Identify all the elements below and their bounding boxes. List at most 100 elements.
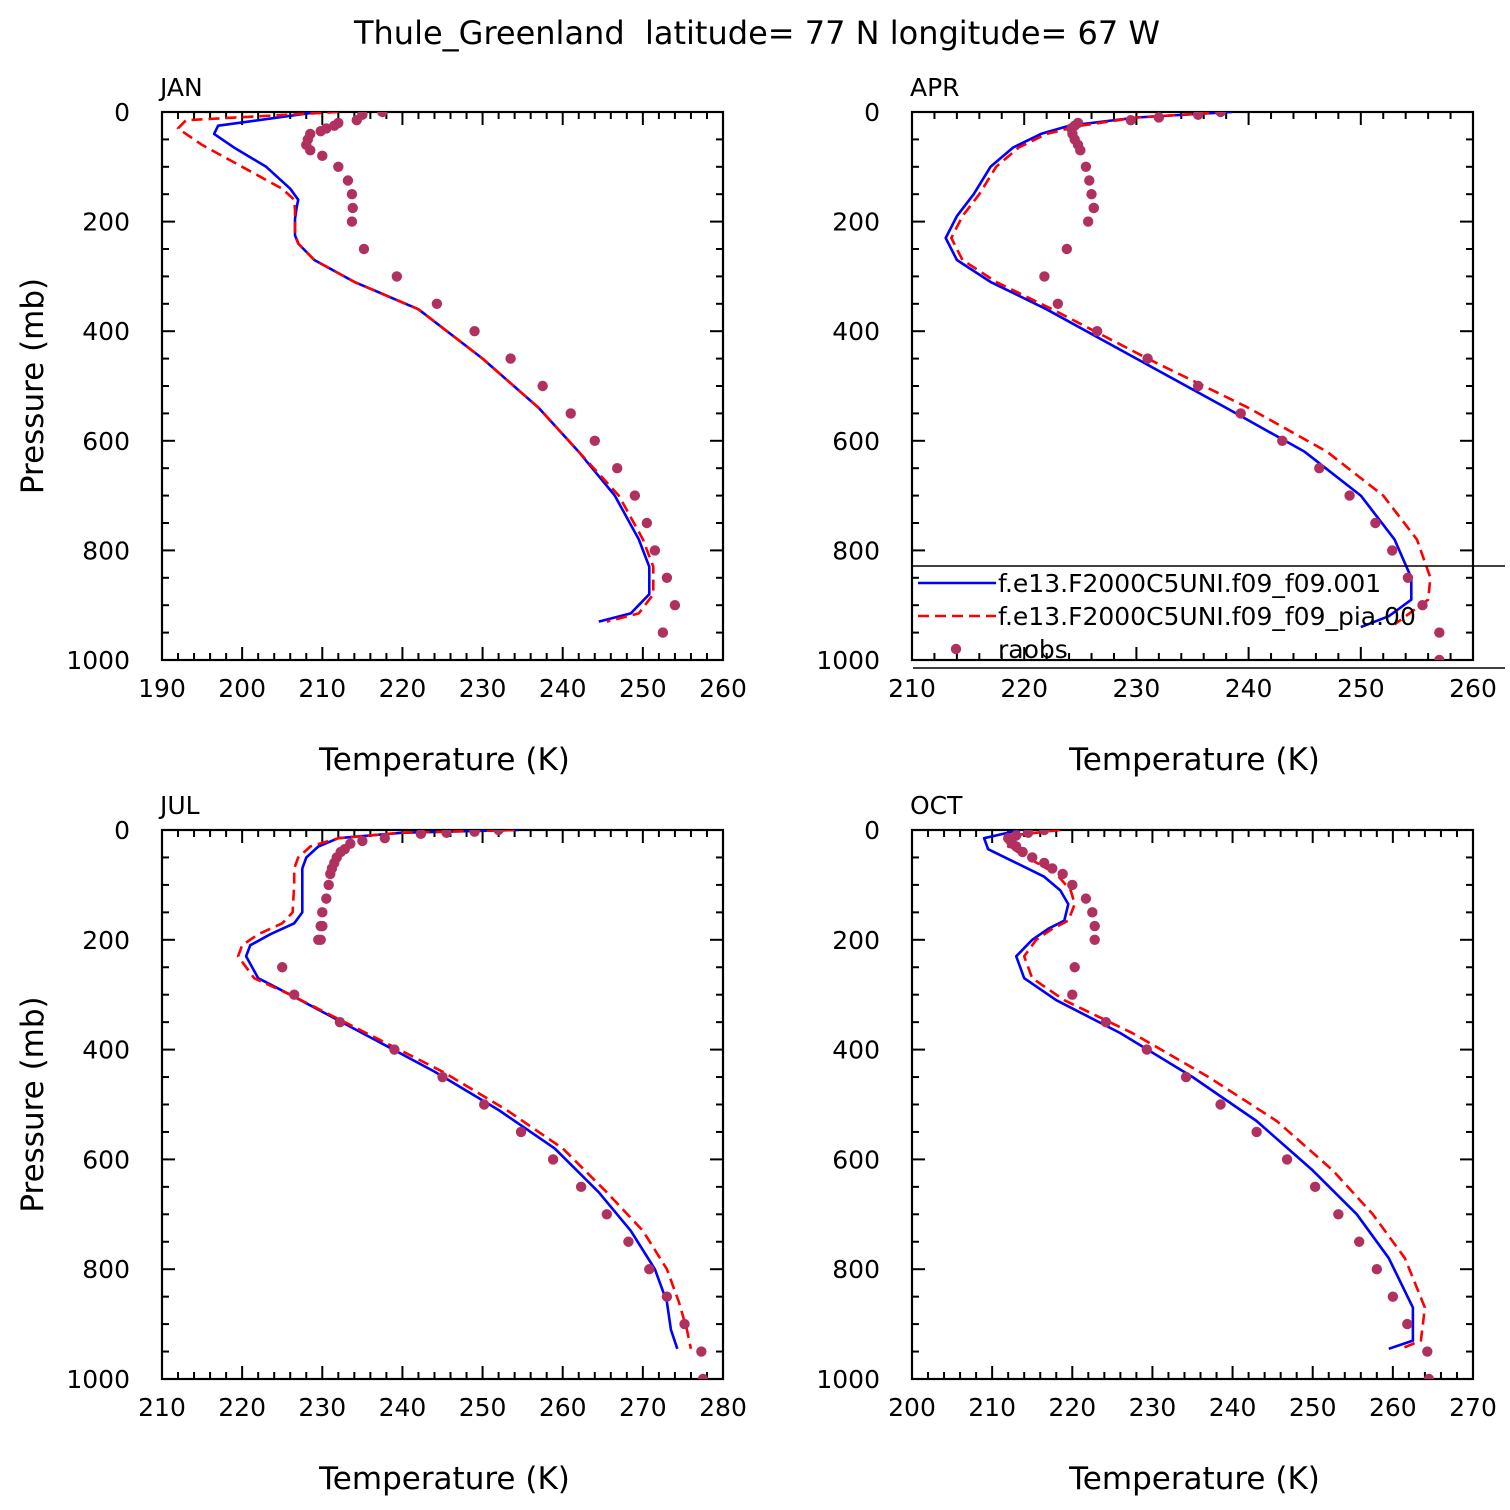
raobs-point [441, 830, 452, 838]
legend-label: f.e13.F2000C5UNI.f09_f09_pia.00 [998, 602, 1416, 631]
y-tick-label: 1000 [66, 646, 130, 675]
y-tick-label: 400 [82, 317, 130, 346]
raobs-point [333, 161, 344, 172]
y-tick-label: 1000 [816, 646, 880, 675]
raobs-point [389, 1044, 400, 1055]
plot-frame [160, 828, 725, 1381]
raobs-point [1180, 1071, 1192, 1083]
x-tick-label: 260 [1369, 1393, 1417, 1422]
raobs-point [1370, 517, 1381, 529]
legend-label: raobs [998, 635, 1068, 664]
raobs-point [1277, 435, 1288, 446]
plot-frame [160, 110, 725, 662]
raobs-point [629, 490, 641, 501]
panel-oct: 200 210 220 230 240 250 260 270 0 200 400 600 800 100… [816, 791, 1496, 1497]
raobs-point [1125, 115, 1136, 126]
x-tick-label: 260 [539, 1393, 587, 1422]
raobs-point [329, 120, 340, 131]
raobs-point [1309, 1181, 1321, 1193]
x-tick-label: 240 [1225, 674, 1273, 703]
raobs-point [277, 962, 288, 973]
raobs-point [377, 112, 388, 118]
raobs-point [1084, 175, 1095, 186]
raobs-point [1434, 627, 1445, 638]
x-tick-label: 250 [459, 1393, 507, 1422]
raobs-point [1235, 408, 1246, 419]
raobs-point [357, 835, 368, 847]
x-axis-label: Temperature (K) [1068, 742, 1320, 778]
x-tick-label: 240 [1209, 1393, 1257, 1422]
y-tick-label: 800 [82, 536, 130, 565]
x-tick-label: 230 [459, 674, 507, 703]
raobs-point [1067, 989, 1078, 1000]
pia-series-line [949, 112, 1432, 626]
raobs-point [317, 907, 328, 918]
x-tick-label: 260 [699, 674, 747, 703]
raobs-point [537, 380, 548, 392]
x-tick-label: 240 [539, 674, 587, 703]
raobs-point [1141, 1044, 1153, 1055]
series-group [176, 112, 681, 638]
x-tick-label: 230 [1129, 1393, 1177, 1422]
control-series-line [982, 830, 1415, 1351]
raobs-point [1402, 572, 1414, 583]
y-tick-label: 600 [82, 427, 130, 456]
y-axis-label: Pressure (mb) [15, 278, 51, 494]
raobs-point [317, 150, 328, 162]
raobs-point [351, 115, 362, 126]
x-tick-label: 200 [888, 1393, 936, 1422]
y-tick-label: 400 [82, 1036, 130, 1065]
y-tick-label: 200 [832, 926, 880, 955]
raobs-point [1057, 868, 1068, 880]
raobs-point [1314, 463, 1325, 474]
control-series-line [212, 112, 651, 623]
raobs-point [342, 175, 354, 186]
raobs-point [437, 1071, 448, 1083]
raobs-point [1353, 1236, 1365, 1247]
raobs-point [1422, 1346, 1433, 1357]
y-axis-label: Pressure (mb) [15, 996, 51, 1212]
series-group [236, 830, 709, 1379]
raobs-point [1023, 830, 1034, 838]
panel-jan: 190 200 210 220 230 240 250 260 0 200 400 600 800 100… [15, 73, 747, 778]
raobs-point [313, 934, 324, 945]
raobs-point [289, 989, 300, 1000]
raobs-point [641, 517, 653, 529]
legend-marker [950, 643, 962, 655]
y-tick-label: 0 [114, 816, 130, 845]
x-axis-label: Temperature (K) [318, 742, 570, 778]
raobs-point [1039, 830, 1050, 836]
raobs-point [391, 271, 403, 282]
raobs-point [325, 868, 336, 880]
y-tick-label: 600 [832, 1145, 880, 1174]
panel-label: APR [910, 73, 960, 102]
raobs-point [1080, 161, 1092, 172]
raobs-point [478, 1099, 490, 1110]
raobs-point [1434, 654, 1445, 660]
x-tick-label: 230 [298, 1393, 346, 1422]
raobs-point [1344, 490, 1355, 501]
raobs-point [623, 1236, 634, 1247]
raobs-point [346, 216, 358, 227]
y-tick-label: 200 [832, 208, 880, 237]
raobs-point [679, 1318, 690, 1330]
raobs-point [1088, 202, 1099, 214]
x-tick-label: 210 [968, 1393, 1016, 1422]
raobs-point [1215, 112, 1226, 118]
x-tick-label: 230 [1113, 674, 1161, 703]
raobs-point [697, 1373, 709, 1379]
raobs-point [1069, 962, 1080, 973]
x-tick-label: 240 [379, 1393, 427, 1422]
legend: f.e13.F2000C5UNI.f09_f09.001 f.e13.F2000C… [913, 565, 1505, 669]
raobs-point [1052, 298, 1064, 309]
raobs-point [1091, 326, 1103, 337]
raobs-point [415, 830, 427, 840]
raobs-point [1423, 1373, 1435, 1379]
raobs-point [1067, 879, 1078, 891]
raobs-point [669, 600, 681, 611]
control-series-line [244, 830, 679, 1350]
pia-series-line [236, 830, 693, 1350]
x-tick-label: 250 [619, 674, 667, 703]
raobs-point [1039, 857, 1050, 869]
raobs-point [358, 243, 370, 255]
